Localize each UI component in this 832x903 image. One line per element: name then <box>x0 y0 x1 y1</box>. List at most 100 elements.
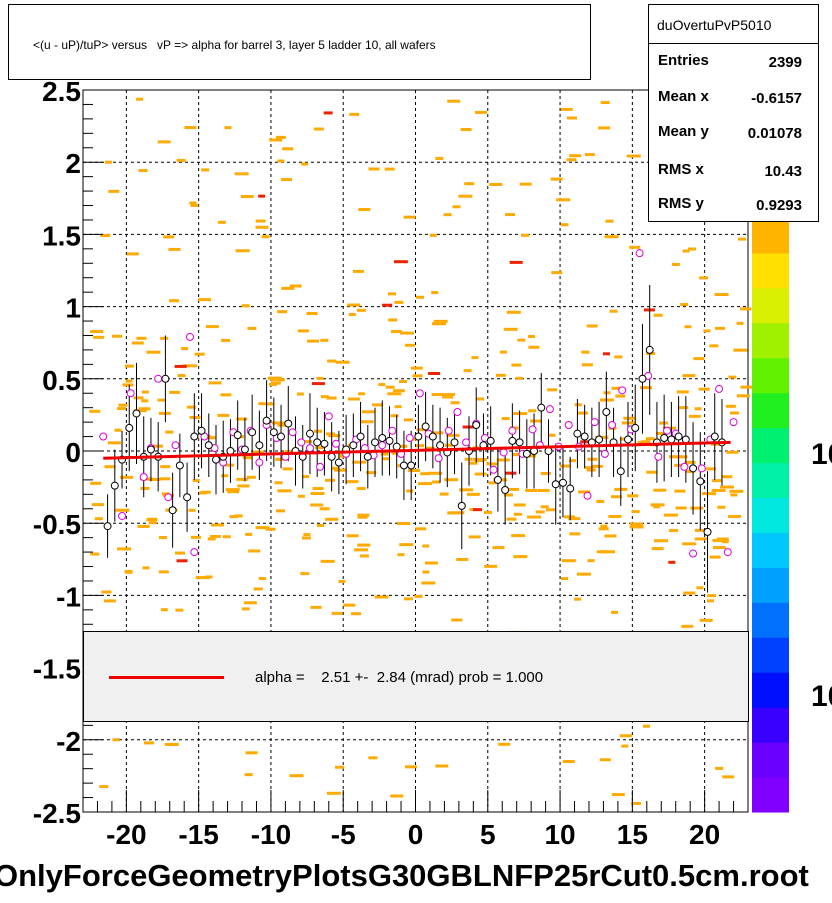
histogram-cell <box>163 235 175 239</box>
histogram-cell <box>585 466 595 470</box>
histogram-cell <box>190 535 201 539</box>
magenta-point <box>305 444 314 453</box>
histogram-cell <box>265 527 276 531</box>
histogram-cell <box>301 536 311 540</box>
histogram-cell <box>460 128 472 132</box>
palette-swatch <box>752 287 789 324</box>
histogram-cell <box>184 126 197 130</box>
histogram-cell <box>207 537 216 541</box>
black-point <box>645 345 654 354</box>
histogram-cell <box>581 350 590 354</box>
histogram-cell <box>551 271 563 275</box>
histogram-cell <box>420 472 431 476</box>
magenta-point <box>583 491 592 500</box>
histogram-cell <box>168 299 179 303</box>
histogram-cell <box>120 475 134 479</box>
histogram-cell <box>169 390 181 394</box>
black-point <box>132 409 141 418</box>
palette-swatch <box>752 777 789 813</box>
histogram-cell <box>99 785 109 789</box>
histogram-cell <box>316 376 324 380</box>
histogram-cell <box>694 537 708 541</box>
histogram-cell <box>540 505 549 509</box>
histogram-cell <box>190 203 199 207</box>
palette-swatch <box>752 322 789 359</box>
histogram-cell <box>503 327 518 331</box>
histogram-cell <box>439 492 449 496</box>
histogram-cell <box>432 480 441 484</box>
histogram-cell <box>352 460 367 464</box>
histogram-cell <box>505 213 516 217</box>
histogram-cell <box>694 528 704 532</box>
histogram-cell <box>501 417 510 421</box>
histogram-cell <box>646 470 658 474</box>
histogram-cell <box>709 555 721 559</box>
magenta-point <box>489 465 498 474</box>
histogram-cell <box>737 237 746 241</box>
legend-line-sample <box>109 676 224 679</box>
stats-value: 10.43 <box>764 163 802 180</box>
palette-swatch <box>752 252 789 289</box>
histogram-cell <box>327 359 337 363</box>
magenta-point <box>164 493 173 502</box>
y-tick-label: -1.5 <box>33 654 81 685</box>
x-tick-label: -5 <box>331 819 356 850</box>
histogram-cell <box>140 486 150 490</box>
histogram-cell <box>602 352 610 356</box>
histogram-cell <box>684 460 696 464</box>
histogram-cell <box>343 603 356 607</box>
magenta-point <box>590 418 599 427</box>
histogram-cell <box>199 491 207 495</box>
histogram-cell <box>663 513 678 517</box>
magenta-point <box>462 438 471 447</box>
magenta-point <box>508 426 517 435</box>
black-point <box>638 374 647 383</box>
stats-key: RMS x <box>658 161 704 178</box>
magenta-point <box>453 408 462 417</box>
histogram-cell <box>269 138 283 142</box>
histogram-cell <box>349 112 360 116</box>
histogram-cell <box>611 610 619 614</box>
histogram-cell <box>528 345 540 349</box>
histogram-cell <box>626 154 641 158</box>
histogram-cell <box>164 742 179 746</box>
stats-row-mean-x: Mean x -0.6157 <box>649 80 818 114</box>
histogram-cell <box>681 624 694 628</box>
histogram-cell <box>576 411 588 415</box>
histogram-cell <box>269 383 278 387</box>
y-tick-label: 2 <box>65 148 81 179</box>
histogram-cell <box>143 741 154 745</box>
histogram-cell <box>682 542 697 546</box>
black-point <box>183 493 192 502</box>
histogram-cell <box>393 260 408 264</box>
magenta-point <box>608 421 617 430</box>
legend-fit-text: alpha = 2.51 +- 2.84 (mrad) prob = 1.000 <box>255 669 544 686</box>
histogram-cell <box>629 522 643 526</box>
stats-name-label: duOvertuPvP5010 <box>657 17 772 33</box>
histogram-cell <box>394 300 404 304</box>
histogram-cell <box>247 326 257 330</box>
histogram-cell <box>712 479 723 483</box>
histogram-cell <box>275 135 286 139</box>
histogram-cell <box>468 535 481 539</box>
histogram-cell <box>468 461 478 465</box>
stats-box: duOvertuPvP5010 Entries 2399 Mean x -0.615… <box>648 4 819 222</box>
histogram-cell <box>682 374 696 378</box>
histogram-cell <box>511 534 526 538</box>
magenta-point <box>190 548 199 557</box>
histogram-cell <box>108 189 120 193</box>
histogram-cell <box>118 403 128 407</box>
histogram-cell <box>600 524 608 528</box>
magenta-point <box>444 426 453 435</box>
histogram-cell <box>529 419 542 423</box>
magenta-point <box>378 441 387 450</box>
magenta-point <box>663 426 672 435</box>
histogram-cell <box>740 307 752 311</box>
black-point <box>667 435 676 444</box>
histogram-cell <box>112 334 123 338</box>
histogram-cell <box>277 159 285 163</box>
histogram-cell <box>300 572 310 576</box>
fit-line-segment <box>103 440 731 460</box>
histogram-cell <box>104 465 116 469</box>
black-point <box>558 478 567 487</box>
